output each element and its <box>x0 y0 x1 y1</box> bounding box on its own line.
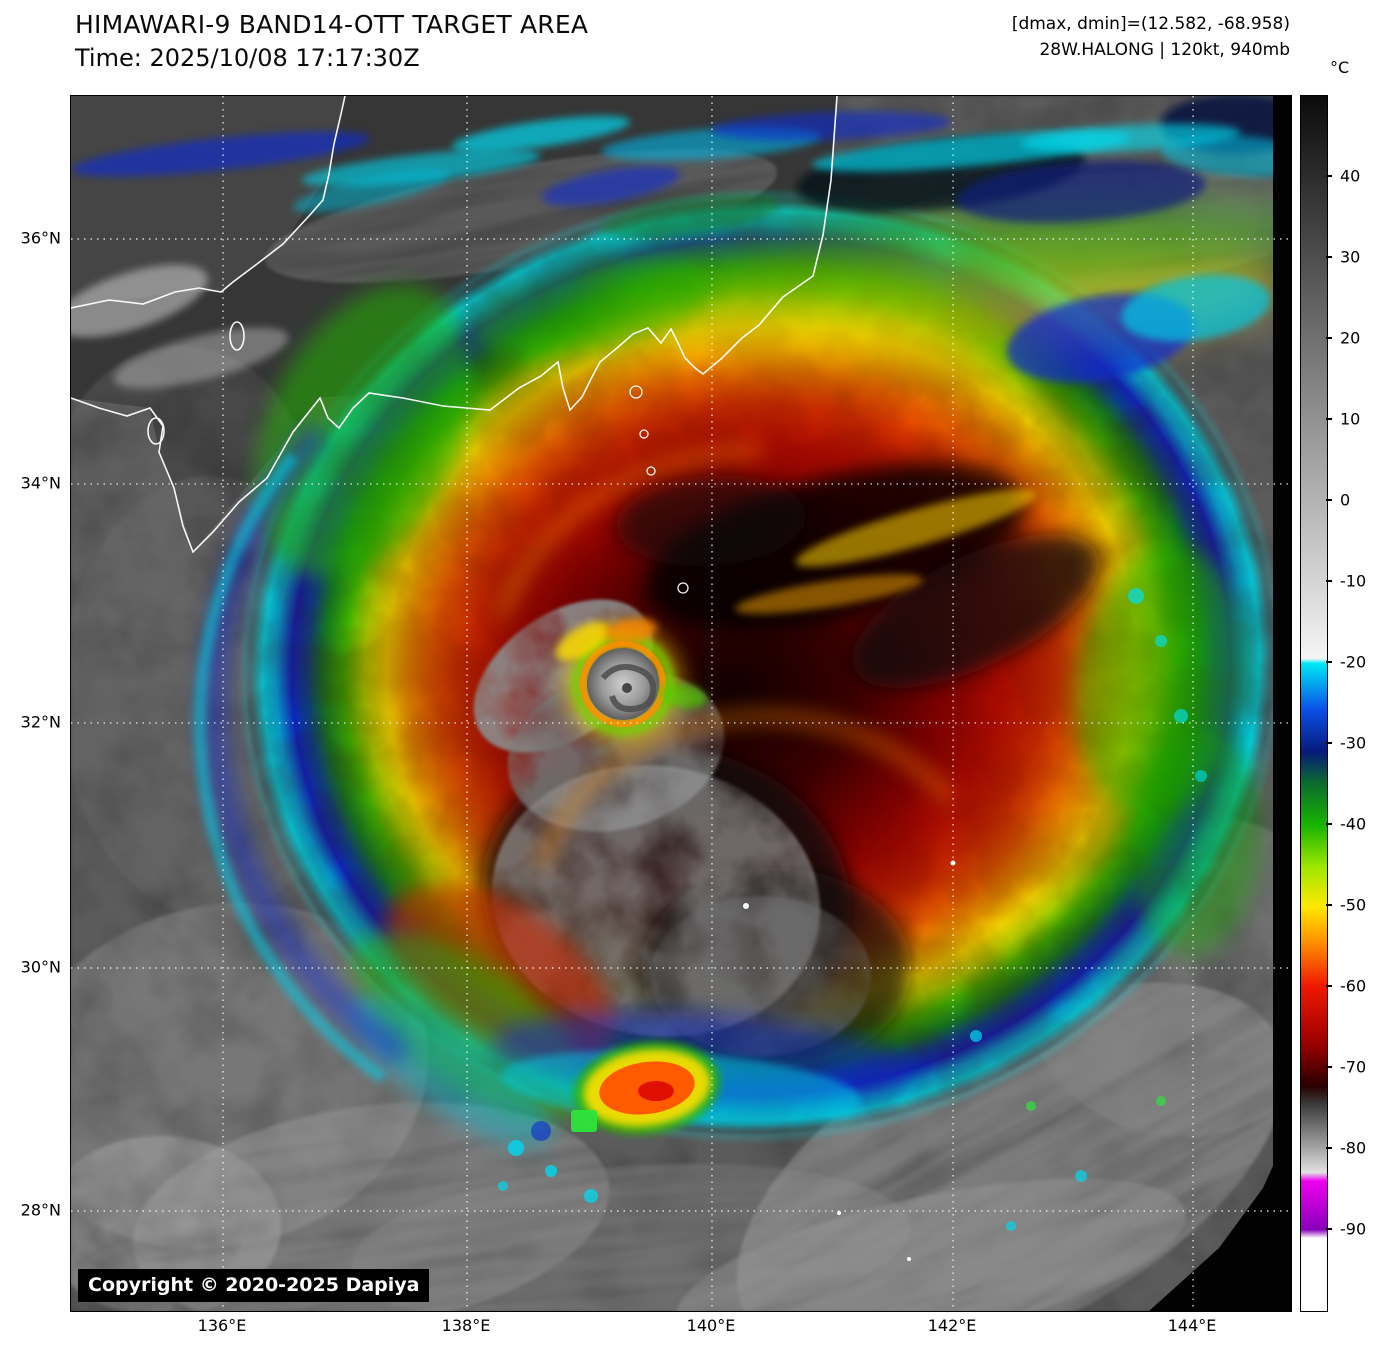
lat-tick-label: 28°N <box>20 1200 61 1220</box>
detached-convection <box>498 588 1207 1231</box>
lon-tick-label: 144°E <box>1167 1316 1217 1335</box>
timestamp-label: Time: 2025/10/08 17:17:30Z <box>75 44 420 72</box>
colorbar-gradient <box>1301 96 1327 1311</box>
colorbar-tick-label: 20 <box>1340 328 1361 348</box>
colorbar-tick-label: -10 <box>1340 571 1367 591</box>
typhoon-eye <box>556 618 707 744</box>
grid-overlay <box>71 96 1291 1311</box>
colorbar-tick-label: 30 <box>1340 247 1361 267</box>
page-title: HIMAWARI-9 BAND14-OTT TARGET AREA <box>75 10 589 39</box>
colorbar-tick-label: -90 <box>1340 1219 1367 1239</box>
data-gap-black-edge <box>1149 96 1291 1311</box>
lon-tick-label: 136°E <box>197 1316 247 1335</box>
colorbar-tick-mark <box>1326 175 1332 178</box>
cirrus-streaks-top <box>71 111 1291 238</box>
lat-tick-label: 34°N <box>20 473 61 493</box>
izu-islands-outlines <box>629 385 689 594</box>
copyright-badge: Copyright © 2020-2025 Dapiya <box>78 1269 430 1302</box>
colorbar-tick-label: -40 <box>1340 814 1367 834</box>
dmax-dmin-label: [dmax, dmin]=(12.582, -68.958) <box>1011 14 1290 34</box>
colorbar-tick-label: 40 <box>1340 166 1361 186</box>
satellite-plot <box>70 95 1292 1312</box>
lake-biwa-outline <box>229 321 245 351</box>
colorbar <box>1300 95 1328 1312</box>
lat-tick-label: 30°N <box>20 957 61 977</box>
colorbar-unit-label: °C <box>1330 58 1350 77</box>
colorbar-tick-label: -70 <box>1340 1057 1367 1077</box>
awaji-island-outline <box>147 417 165 445</box>
coastline-japan <box>71 96 838 554</box>
colorbar-tick-label: -50 <box>1340 895 1367 915</box>
colorbar-tick-label: -60 <box>1340 976 1367 996</box>
colorbar-tick-mark <box>1326 498 1332 501</box>
colorbar-tick-label: 10 <box>1340 409 1361 429</box>
storm-info-label: 28W.HALONG | 120kt, 940mb <box>1039 40 1290 60</box>
lon-axis: 136°E 138°E 140°E 142°E 144°E <box>70 1316 1290 1342</box>
lon-tick-label: 142°E <box>927 1316 977 1335</box>
colorbar-tick-mark <box>1326 1066 1332 1068</box>
colorbar-tick-mark <box>1326 1147 1332 1150</box>
colorbar-tick-mark <box>1326 418 1332 421</box>
colorbar-tick-label: -30 <box>1340 733 1367 753</box>
colorbar-tick-labels: 40 30 20 10 0 -10 -20 -30 -40 -50 -60 -70 -80 -90 <box>1326 95 1388 1310</box>
lat-tick-label: 32°N <box>20 712 61 732</box>
colorbar-tick-label: -80 <box>1340 1138 1367 1158</box>
colorbar-tick-mark <box>1326 823 1332 825</box>
lon-tick-label: 140°E <box>686 1316 736 1335</box>
colorbar-tick-mark <box>1326 741 1332 744</box>
colorbar-tick-mark <box>1326 984 1332 987</box>
satellite-image <box>71 96 1291 1311</box>
colorbar-tick-mark <box>1326 337 1332 339</box>
colorbar-tick-mark <box>1326 580 1332 582</box>
colorbar-tick-mark <box>1326 904 1332 907</box>
colorbar-tick-mark <box>1326 1227 1332 1230</box>
colorbar-tick-mark <box>1326 255 1332 258</box>
colorbar-tick-label: 0 <box>1340 490 1351 510</box>
colorbar-tick-mark <box>1326 661 1332 664</box>
lon-tick-label: 138°E <box>441 1316 491 1335</box>
lat-tick-label: 36°N <box>20 228 61 248</box>
eye-center <box>587 648 659 720</box>
lat-axis: 36°N 34°N 32°N 30°N 28°N <box>0 95 64 1310</box>
spiral-band-accents <box>254 202 1291 1148</box>
colorbar-tick-label: -20 <box>1340 652 1367 672</box>
bright-pixel-dots <box>743 860 956 1261</box>
